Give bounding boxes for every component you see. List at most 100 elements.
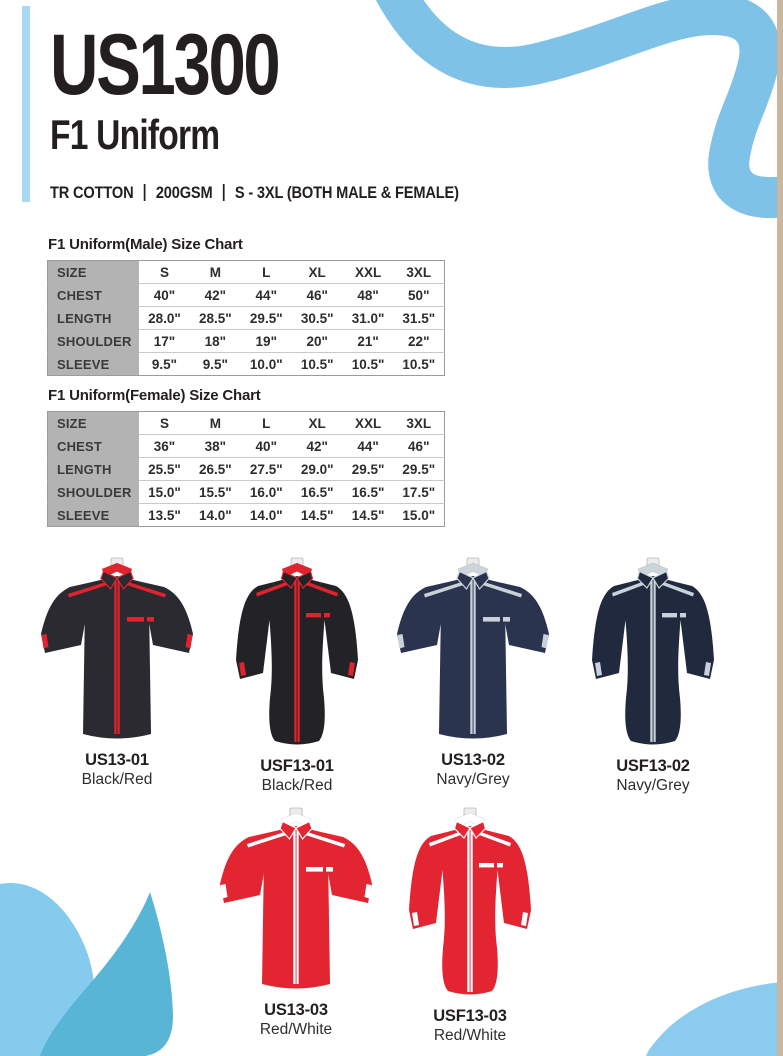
left-sleeve <box>592 582 630 679</box>
collar-point-right <box>472 570 490 591</box>
size-value: 28.5" <box>189 306 241 330</box>
collar-point-right <box>295 820 313 841</box>
product-card: US13-02 Navy/Grey <box>381 556 565 789</box>
left-sleeve <box>236 582 274 679</box>
right-sleeve <box>498 582 549 653</box>
size-value: 10.5" <box>291 352 343 376</box>
size-row: SHOULDER 17" 18" 19" 20" 21" 22" <box>47 329 445 353</box>
size-value: M <box>209 264 221 280</box>
pocket-trim <box>662 613 677 618</box>
cuff-trim-right <box>704 662 711 676</box>
product-card: USF13-02 Navy/Grey <box>561 556 745 795</box>
pocket-trim <box>483 617 500 622</box>
size-value: XL <box>308 415 326 431</box>
size-value: 19" <box>240 329 292 353</box>
cuff-trim-right <box>348 662 355 676</box>
size-value: 46" <box>291 283 343 307</box>
size-value: 29.5" <box>393 457 445 481</box>
left-sleeve <box>397 582 448 653</box>
shoulder-stripe-left <box>68 581 109 598</box>
right-sleeve <box>320 582 358 679</box>
collar-point-left <box>456 570 474 591</box>
size-row-label: SIZE <box>47 411 139 435</box>
size-value: 31.5" <box>393 306 445 330</box>
chart-title: F1 Uniform(Male) Size Chart <box>48 236 243 253</box>
size-value: 15.5" <box>189 480 241 504</box>
collar-point-right <box>296 570 314 589</box>
left-sleeve <box>409 832 447 929</box>
size-row-label: SHOULDER <box>47 480 139 504</box>
collar-point-right <box>116 570 134 591</box>
page-title: US1300 <box>50 17 281 113</box>
right-sleeve <box>321 832 372 903</box>
size-value: 25.5" <box>139 457 190 481</box>
pocket-trim <box>306 867 323 872</box>
product-code: USF13-03 <box>433 1007 507 1025</box>
collar-point-left <box>636 570 654 589</box>
cuff-trim-right <box>541 634 549 649</box>
size-table: SIZE S M L XL XXL 3XL CHEST 36" 38" 40" 42" 44" 46" LE… <box>47 411 445 527</box>
product-code: US13-01 <box>85 751 149 769</box>
collar-point-left <box>100 570 118 591</box>
collar-point-right <box>469 820 487 839</box>
size-value: 16.5" <box>291 480 343 504</box>
size-value: 10.0" <box>240 352 292 376</box>
shirt-image <box>41 557 193 739</box>
right-sleeve <box>493 832 531 929</box>
product-colorway: Black/Red <box>261 777 333 794</box>
spec-fabric: TR COTTON <box>50 183 134 202</box>
blob-decoration-bottom-right <box>646 982 783 1056</box>
page-edge-strip <box>777 0 783 1056</box>
shoulder-stripe-right <box>305 581 338 597</box>
shoulder-stripe-left <box>424 581 465 598</box>
size-row-label: LENGTH <box>47 457 139 481</box>
size-row-label: SLEEVE <box>47 503 139 527</box>
size-value: L <box>262 264 271 280</box>
size-value: 9.5" <box>189 352 241 376</box>
size-value: L <box>262 415 271 431</box>
size-value: 21" <box>342 329 394 353</box>
product-colorway: Black/Red <box>81 771 153 788</box>
product-colorway: Red/White <box>433 1027 507 1044</box>
size-value: 36" <box>139 434 190 458</box>
shoulder-stripe-left <box>429 831 462 847</box>
product-card: USF13-01 Black/Red <box>205 556 389 795</box>
size-value: 42" <box>291 434 343 458</box>
size-row-label: SHOULDER <box>47 329 139 353</box>
size-value: 20" <box>291 329 343 353</box>
blob-light-path <box>0 882 95 1056</box>
collar-point-left <box>280 570 298 589</box>
shoulder-stripe-right <box>478 831 511 847</box>
product-colorway: Navy/Grey <box>436 771 510 788</box>
size-value: 10.5" <box>342 352 394 376</box>
size-row: SLEEVE 13.5" 14.0" 14.0" 14.5" 14.5" 15.0" <box>47 503 445 527</box>
size-row-label: LENGTH <box>47 306 139 330</box>
shirt-image <box>236 557 358 745</box>
cuff-trim-left <box>412 912 419 926</box>
size-value: XL <box>308 264 326 280</box>
spec-divider <box>143 184 146 201</box>
pocket-trim <box>127 617 144 622</box>
size-value: 3XL <box>406 264 432 280</box>
size-row-label: SIZE <box>47 260 139 284</box>
spec-size-range: S - 3XL (BOTH MALE & FEMALE) <box>234 183 459 202</box>
shirt-image <box>220 807 372 989</box>
header-accent-bar <box>22 6 30 202</box>
size-value: 14.5" <box>342 503 394 527</box>
size-row: LENGTH 28.0" 28.5" 29.5" 30.5" 31.0" 31.5" <box>47 306 445 330</box>
size-value: 13.5" <box>139 503 190 527</box>
spec-weight: 200GSM <box>155 183 213 202</box>
collar-point-left <box>453 820 471 839</box>
size-row: CHEST 36" 38" 40" 42" 44" 46" <box>47 434 445 458</box>
size-value: 18" <box>189 329 241 353</box>
spec-divider <box>222 184 225 201</box>
size-value: 40" <box>240 434 292 458</box>
corner-blob-path <box>646 982 783 1056</box>
collar-point-left <box>279 820 297 841</box>
page-subtitle: F1 Uniform <box>50 111 220 158</box>
size-value: 28.0" <box>139 306 190 330</box>
size-chart-male: F1 Uniform(Male) Size Chart SIZE S M L XL XXL… <box>47 236 447 376</box>
cuff-trim-right <box>185 634 193 649</box>
size-row: CHEST 40" 42" 44" 46" 48" 50" <box>47 283 445 307</box>
